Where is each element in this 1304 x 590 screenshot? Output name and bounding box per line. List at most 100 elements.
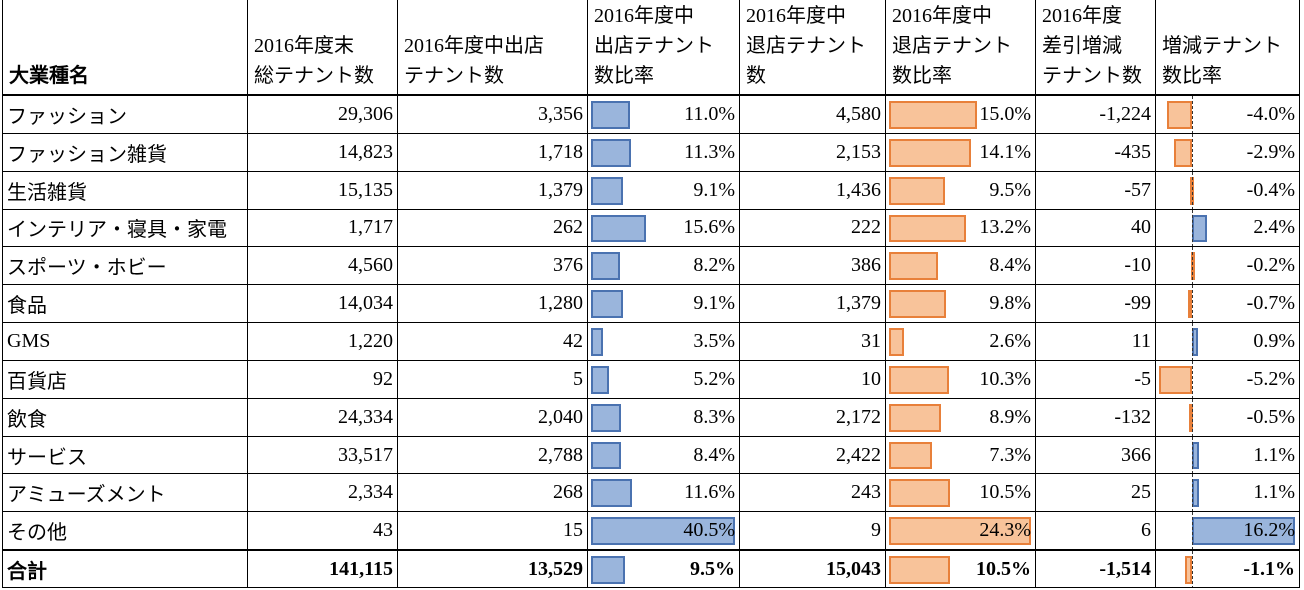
- table-cell: 9.1%: [588, 285, 740, 324]
- cell-value: 10.5%: [979, 481, 1031, 504]
- table-cell: 5.2%: [588, 360, 740, 399]
- header-line: 差引増減: [1042, 35, 1122, 57]
- cell-value: 9.1%: [693, 292, 735, 315]
- table-cell: 4,560: [248, 247, 398, 286]
- table-cell: -1,514: [1036, 550, 1156, 588]
- table-cell: 40.5%: [588, 512, 740, 551]
- table-cell: 13,529: [398, 550, 588, 588]
- zero-axis: [1192, 436, 1194, 474]
- table-cell: 386: [740, 247, 886, 286]
- category-label: アミューズメント: [7, 484, 166, 507]
- data-bar: [591, 214, 647, 243]
- cell-value: 9.8%: [989, 292, 1031, 315]
- cell-value: 1,436: [836, 178, 881, 201]
- table-cell: 40: [1036, 209, 1156, 248]
- table-cell: 24.3%: [886, 512, 1036, 551]
- cell-value: 0.9%: [1253, 329, 1295, 352]
- table-cell: 2,153: [740, 133, 886, 172]
- zero-axis: [1192, 360, 1194, 398]
- table-cell: 14.1%: [886, 133, 1036, 172]
- table-cell: 15: [398, 512, 588, 551]
- table-cell: 141,115: [248, 550, 398, 588]
- table-cell: 31: [740, 323, 886, 361]
- cell-value: 16.2%: [1243, 519, 1295, 542]
- table-cell: 3.5%: [588, 323, 740, 361]
- category-label: 百貨店: [7, 370, 67, 393]
- table-cell: 10.5%: [886, 474, 1036, 513]
- cell-value: 11.3%: [684, 140, 735, 163]
- table-cell: 11.0%: [588, 96, 740, 134]
- cell-value: 42: [563, 329, 583, 352]
- data-bar: [591, 176, 624, 205]
- cell-value: 1,717: [348, 216, 393, 239]
- cell-value: 8.2%: [693, 254, 735, 277]
- table-cell: その他: [2, 512, 248, 551]
- zero-axis: [1192, 285, 1194, 323]
- category-label: 食品: [7, 295, 47, 318]
- header-line: 増減テナント: [1162, 35, 1282, 57]
- data-bar: [591, 556, 625, 584]
- cell-value: 10: [861, 367, 881, 390]
- cell-value: 3.5%: [693, 329, 735, 352]
- table-cell: -435: [1036, 133, 1156, 172]
- cell-value: 15: [563, 519, 583, 542]
- data-bar: [889, 101, 977, 129]
- zero-axis: [1192, 96, 1194, 133]
- table-cell: 2,422: [740, 436, 886, 475]
- header-line: 退店テナント: [892, 35, 1012, 57]
- data-bar: [889, 138, 972, 167]
- table-cell: 8.4%: [588, 436, 740, 475]
- table-cell: GMS: [2, 323, 248, 361]
- header-line: 総テナント数: [254, 65, 374, 87]
- cell-value: 9: [871, 519, 881, 542]
- table-cell: 生活雑貨: [2, 171, 248, 210]
- table-cell: 合計: [2, 550, 248, 588]
- header-cell: 増減テナント 数比率: [1156, 0, 1300, 96]
- header-line: 2016年度末: [254, 35, 354, 57]
- data-bar: [591, 479, 633, 508]
- data-bar: [1166, 101, 1193, 129]
- table-cell: 11.3%: [588, 133, 740, 172]
- data-bar: [591, 403, 621, 432]
- table-cell: 15,043: [740, 550, 886, 588]
- cell-value: 1,220: [348, 329, 393, 352]
- table-cell: -10: [1036, 247, 1156, 286]
- table-cell: 4,580: [740, 96, 886, 134]
- cell-value: 2,788: [538, 443, 583, 466]
- table-cell: 1,220: [248, 323, 398, 361]
- table-cell: 5: [398, 360, 588, 399]
- cell-value: -132: [1114, 405, 1151, 428]
- table-cell: 10.3%: [886, 360, 1036, 399]
- table-cell: 42: [398, 323, 588, 361]
- data-bar: [1188, 403, 1193, 432]
- data-bar: [591, 252, 621, 281]
- cell-value: 1.1%: [1253, 443, 1295, 466]
- table-cell: 11: [1036, 323, 1156, 361]
- header-line: 数: [746, 65, 766, 87]
- cell-value: -57: [1124, 178, 1151, 201]
- table-cell: 9.8%: [886, 285, 1036, 324]
- data-bar: [889, 328, 905, 356]
- data-bar: [889, 403, 941, 432]
- table-cell: -5.2%: [1156, 360, 1300, 399]
- cell-value: 43: [373, 519, 393, 542]
- cell-value: 268: [553, 481, 583, 504]
- data-bar: [591, 441, 621, 470]
- table-cell: 9.5%: [588, 550, 740, 588]
- table-cell: -2.9%: [1156, 133, 1300, 172]
- cell-value: 386: [851, 254, 881, 277]
- table-cell: 243: [740, 474, 886, 513]
- cell-value: 14,823: [338, 140, 393, 163]
- cell-value: 13.2%: [979, 216, 1031, 239]
- header-cell: 2016年度 差引増減 テナント数: [1036, 0, 1156, 96]
- data-bar: [1192, 214, 1208, 243]
- data-bar: [591, 290, 624, 319]
- table-cell: 10: [740, 360, 886, 399]
- table-cell: 2.6%: [886, 323, 1036, 361]
- cell-value: 5.2%: [693, 367, 735, 390]
- table-cell: 1,280: [398, 285, 588, 324]
- table-cell: -5: [1036, 360, 1156, 399]
- header-line: 2016年度中: [746, 5, 846, 27]
- header-line: 2016年度中出店: [404, 35, 544, 57]
- cell-value: -5: [1134, 367, 1151, 390]
